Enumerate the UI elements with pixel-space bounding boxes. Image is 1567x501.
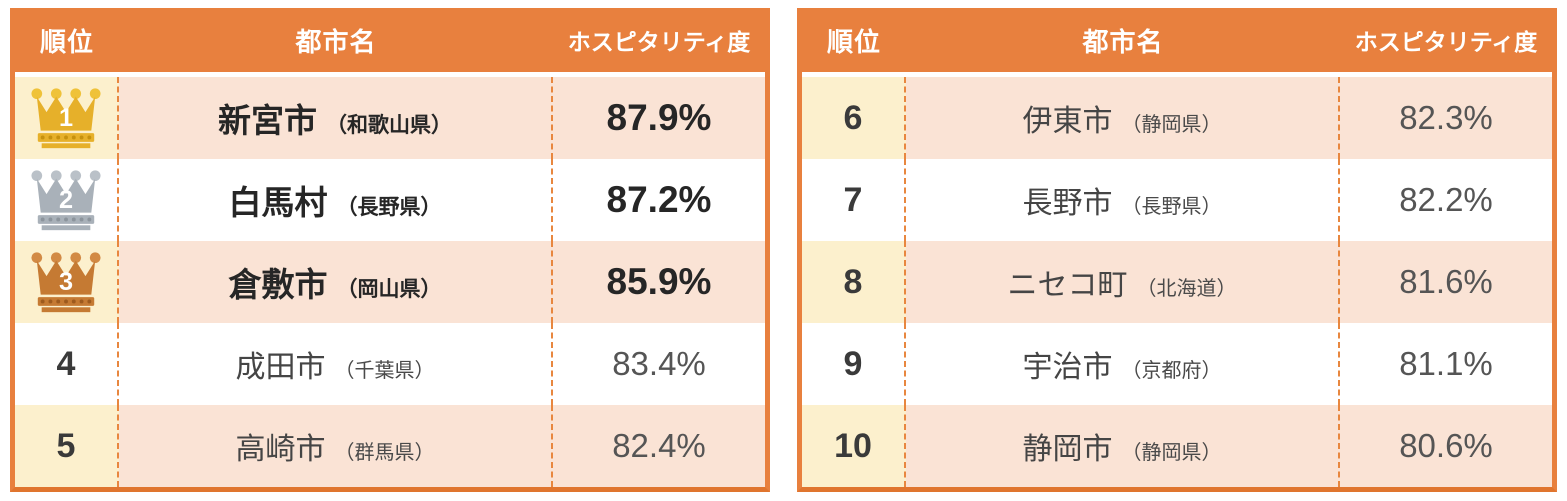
- score-value: 82.3%: [1399, 99, 1493, 136]
- rank-cell: 5: [15, 405, 119, 487]
- header-score: ホスピタリティ度: [567, 29, 751, 55]
- city-cell: 高崎市 （群馬県）: [119, 405, 553, 487]
- city-name: 宇治市: [1022, 351, 1113, 384]
- city-name: 静岡市: [1022, 433, 1113, 466]
- table-row: 5 高崎市 （群馬県） 82.4%: [15, 405, 765, 487]
- rank-cell: 8: [802, 241, 906, 323]
- rank-number: 5: [56, 426, 76, 465]
- score-value: 82.4%: [612, 427, 706, 464]
- prefecture: （北海道）: [1136, 278, 1237, 300]
- header-city: 都市名: [1082, 26, 1164, 57]
- rank-cell: 9: [802, 323, 906, 405]
- prefecture: （和歌山県）: [326, 114, 452, 137]
- city-name: 長野市: [1022, 187, 1113, 220]
- score-cell: 87.2%: [553, 159, 765, 241]
- prefecture: （群馬県）: [334, 442, 435, 464]
- score-cell: 81.6%: [1340, 241, 1552, 323]
- header-rank: 順位: [39, 26, 94, 57]
- rank-number: 10: [834, 426, 872, 465]
- rank-cell: 6: [802, 77, 906, 159]
- table-header: 順位 都市名 ホスピタリティ度: [802, 8, 1552, 72]
- rank-number: 9: [843, 344, 863, 383]
- score-value: 80.6%: [1399, 427, 1493, 464]
- city-cell: 伊東市 （静岡県）: [906, 77, 1340, 159]
- city-cell: 長野市 （長野県）: [906, 159, 1340, 241]
- rank-cell: 10: [802, 405, 906, 487]
- rank-cell: 2: [15, 159, 119, 241]
- header-city: 都市名: [295, 26, 377, 57]
- score-cell: 87.9%: [553, 77, 765, 159]
- silver-crown-icon: 2: [31, 170, 101, 231]
- rank-number: 7: [843, 180, 863, 219]
- score-cell: 83.4%: [553, 323, 765, 405]
- prefecture: （長野県）: [1121, 196, 1222, 218]
- table-row: 7 長野市 （長野県） 82.2%: [802, 159, 1552, 241]
- city-cell: 成田市 （千葉県）: [119, 323, 553, 405]
- table-row: 9 宇治市 （京都府） 81.1%: [802, 323, 1552, 405]
- table-row: 8 ニセコ町 （北海道） 81.6%: [802, 241, 1552, 323]
- rank-cell: 7: [802, 159, 906, 241]
- table-body: 6 伊東市 （静岡県） 82.3% 7 長野市: [802, 77, 1552, 487]
- gold-crown-icon: 1: [31, 88, 101, 149]
- table-row: 1 新宮市 （和歌山県） 87.9%: [15, 77, 765, 159]
- rank-cell: 1: [15, 77, 119, 159]
- header-rank: 順位: [826, 26, 881, 57]
- table-row: 3 倉敷市 （岡山県） 85.9%: [15, 241, 765, 323]
- table-row: 4 成田市 （千葉県） 83.4%: [15, 323, 765, 405]
- rank-cell: 4: [15, 323, 119, 405]
- score-value: 83.4%: [612, 345, 706, 382]
- city-cell: 宇治市 （京都府）: [906, 323, 1340, 405]
- table-body: 1 新宮市 （和歌山県） 87.9%: [15, 77, 765, 487]
- prefecture: （長野県）: [336, 196, 442, 219]
- city-cell: 静岡市 （静岡県）: [906, 405, 1340, 487]
- score-value: 81.1%: [1399, 345, 1493, 382]
- score-cell: 82.4%: [553, 405, 765, 487]
- rank-cell: 3: [15, 241, 119, 323]
- table-row: 10 静岡市 （静岡県） 80.6%: [802, 405, 1552, 487]
- rank-number: 8: [843, 262, 863, 301]
- score-cell: 85.9%: [553, 241, 765, 323]
- prefecture: （静岡県）: [1121, 442, 1222, 464]
- city-cell: 白馬村 （長野県）: [119, 159, 553, 241]
- score-cell: 82.2%: [1340, 159, 1552, 241]
- prefecture: （千葉県）: [334, 360, 435, 382]
- bronze-crown-icon: 3: [31, 252, 101, 313]
- prefecture: （京都府）: [1121, 360, 1222, 382]
- rank-number: 6: [843, 98, 863, 137]
- ranking-table-1: 順位 都市名 ホスピタリティ度: [10, 8, 770, 492]
- prefecture: （静岡県）: [1121, 114, 1222, 136]
- city-cell: 倉敷市 （岡山県）: [119, 241, 553, 323]
- score-value: 85.9%: [606, 261, 712, 302]
- rank-number: 3: [59, 268, 73, 296]
- city-name: 新宮市: [218, 102, 317, 139]
- score-value: 81.6%: [1399, 263, 1493, 300]
- rank-number: 4: [56, 344, 76, 383]
- city-cell: 新宮市 （和歌山県）: [119, 77, 553, 159]
- ranking-table-2: 順位 都市名 ホスピタリティ度 6 伊東市 （静岡県） 82.3%: [797, 8, 1557, 492]
- city-name: 倉敷市: [228, 266, 328, 303]
- city-name: 白馬村: [228, 184, 328, 221]
- score-cell: 81.1%: [1340, 323, 1552, 405]
- score-cell: 82.3%: [1340, 77, 1552, 159]
- table-header: 順位 都市名 ホスピタリティ度: [15, 8, 765, 72]
- rank-number: 1: [59, 104, 73, 132]
- city-name: 成田市: [235, 351, 326, 384]
- header-score: ホスピタリティ度: [1354, 29, 1538, 55]
- city-cell: ニセコ町 （北海道）: [906, 241, 1340, 323]
- score-value: 87.9%: [606, 97, 712, 138]
- table-row: 6 伊東市 （静岡県） 82.3%: [802, 77, 1552, 159]
- rank-number: 2: [59, 186, 73, 214]
- city-name: 高崎市: [235, 433, 326, 466]
- table-row: 2 白馬村 （長野県） 87.2%: [15, 159, 765, 241]
- prefecture: （岡山県）: [336, 278, 442, 301]
- city-name: ニセコ町: [1007, 269, 1128, 302]
- score-value: 82.2%: [1399, 181, 1493, 218]
- city-name: 伊東市: [1022, 105, 1113, 138]
- score-value: 87.2%: [606, 179, 712, 220]
- score-cell: 80.6%: [1340, 405, 1552, 487]
